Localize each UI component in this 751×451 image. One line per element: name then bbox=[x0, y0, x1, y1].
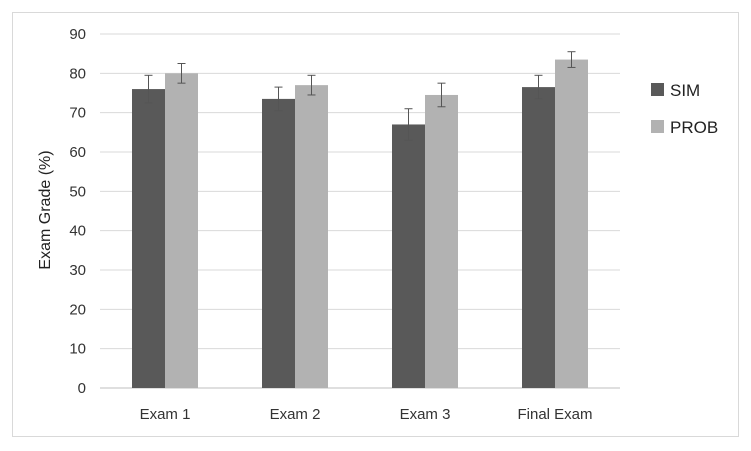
y-axis-label: Exam Grade (%) bbox=[37, 150, 54, 269]
legend-item-sim: SIM bbox=[651, 81, 700, 100]
bar-sim-2 bbox=[262, 98, 295, 389]
legend-swatch-prob bbox=[651, 120, 664, 133]
legend: SIM PROB bbox=[651, 81, 718, 137]
y-tick-50: 50 bbox=[69, 183, 86, 200]
bar-prob-1 bbox=[165, 73, 198, 388]
legend-swatch-sim bbox=[651, 83, 664, 96]
legend-label-sim: SIM bbox=[670, 81, 700, 100]
x-tick-3: Exam 3 bbox=[400, 406, 451, 423]
bar-prob-2 bbox=[295, 85, 328, 388]
y-tick-labels: 0 10 20 30 40 50 60 70 80 90 bbox=[69, 26, 86, 397]
error-bars bbox=[144, 51, 576, 141]
x-tick-1: Exam 1 bbox=[140, 406, 191, 423]
error-bar-sim-4 bbox=[534, 74, 543, 100]
bar-sim-1 bbox=[132, 89, 165, 389]
y-tick-60: 60 bbox=[69, 144, 86, 161]
bar-prob-3 bbox=[425, 94, 458, 388]
y-tick-10: 10 bbox=[69, 341, 86, 358]
error-bar-sim-2 bbox=[274, 86, 283, 112]
bar-prob-4 bbox=[555, 59, 588, 389]
error-bar-sim-3 bbox=[404, 108, 413, 141]
bars bbox=[132, 59, 588, 389]
legend-item-prob: PROB bbox=[651, 118, 718, 137]
y-tick-20: 20 bbox=[69, 301, 86, 318]
error-bar-prob-2 bbox=[307, 74, 316, 96]
x-tick-2: Exam 2 bbox=[270, 406, 321, 423]
legend-label-prob: PROB bbox=[670, 118, 718, 137]
y-tick-90: 90 bbox=[69, 26, 86, 43]
error-bar-prob-4 bbox=[567, 51, 576, 68]
bar-sim-3 bbox=[392, 124, 425, 388]
y-tick-80: 80 bbox=[69, 65, 86, 82]
y-tick-70: 70 bbox=[69, 105, 86, 122]
error-bar-prob-1 bbox=[177, 63, 186, 84]
y-tick-30: 30 bbox=[69, 262, 86, 279]
y-tick-40: 40 bbox=[69, 223, 86, 240]
x-tick-4: Final Exam bbox=[517, 406, 592, 423]
x-tick-labels: Exam 1 Exam 2 Exam 3 Final Exam bbox=[140, 406, 593, 423]
error-bar-sim-1 bbox=[144, 74, 153, 104]
bar-sim-4 bbox=[522, 87, 555, 388]
y-tick-0: 0 bbox=[78, 380, 86, 397]
error-bar-prob-3 bbox=[437, 82, 446, 108]
